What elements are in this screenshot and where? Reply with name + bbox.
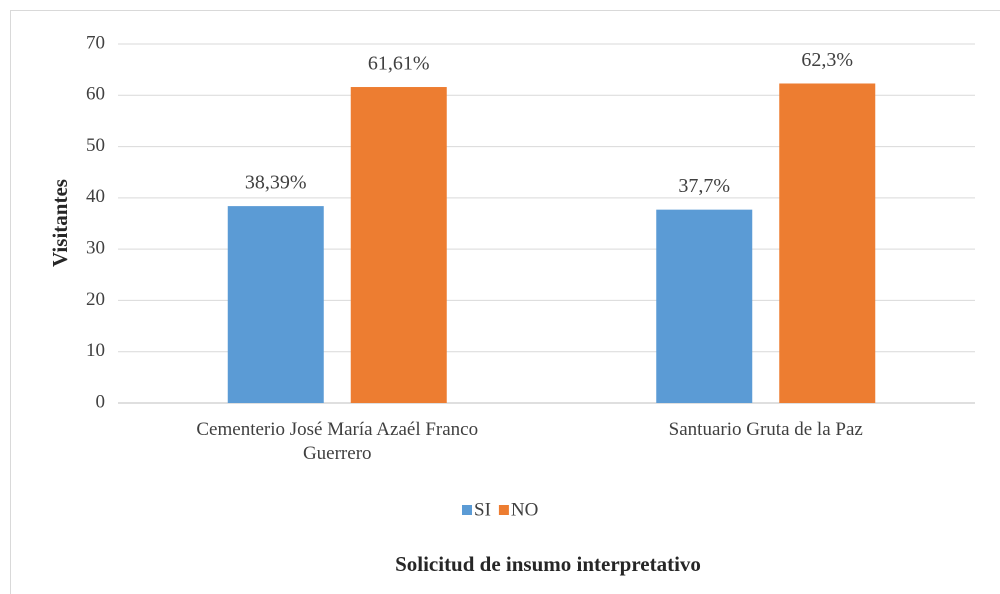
x-tick-label: Santuario Gruta de la Paz xyxy=(668,419,863,440)
data-label: 38,39% xyxy=(245,172,307,194)
y-tick-label: 20 xyxy=(86,289,105,310)
bar xyxy=(779,83,876,404)
y-tick-label: 10 xyxy=(86,340,105,361)
y-tick-label: 40 xyxy=(86,186,105,207)
y-tick-label: 0 xyxy=(96,391,106,412)
bar xyxy=(227,206,324,403)
chart-border xyxy=(10,10,1000,594)
legend-label: NO xyxy=(511,499,538,520)
y-tick-label: 30 xyxy=(86,238,105,259)
y-tick-label: 70 xyxy=(86,32,105,53)
y-axis-title: Visitantes xyxy=(48,179,72,267)
bar xyxy=(350,87,447,403)
data-label: 61,61% xyxy=(368,53,430,75)
y-tick-label: 60 xyxy=(86,84,105,105)
legend-swatch xyxy=(498,505,509,515)
legend-label: SI xyxy=(474,499,491,520)
legend-swatch xyxy=(462,505,472,515)
data-label: 37,7% xyxy=(678,175,730,197)
bar xyxy=(656,209,753,403)
x-tick-label: Cementerio José María Azaél Franco Guerr… xyxy=(196,419,479,464)
data-label: 62,3% xyxy=(801,49,853,71)
x-axis-title: Solicitud de insumo interpretativo xyxy=(395,552,701,576)
y-tick-label: 50 xyxy=(86,135,105,156)
